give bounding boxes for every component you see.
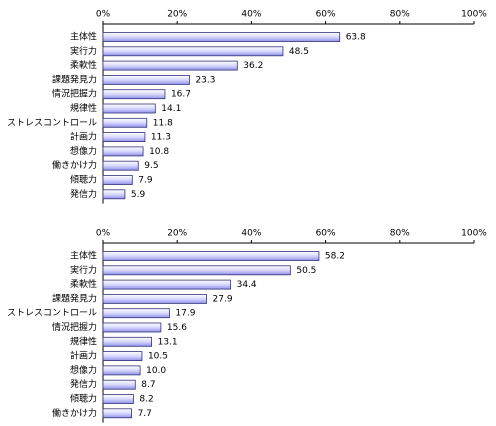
value-label: 10.5 — [148, 352, 168, 362]
bar — [102, 75, 190, 85]
y-tick-label: ストレスコントロール — [7, 309, 97, 319]
y-tick-label: 働きかけ力 — [52, 159, 97, 171]
bar — [102, 322, 162, 333]
bar — [102, 132, 146, 143]
value-label: 50.5 — [296, 266, 316, 276]
bar — [102, 175, 133, 185]
value-label: 11.8 — [153, 118, 173, 128]
value-label: 15.6 — [167, 323, 187, 333]
value-label: 13.1 — [158, 337, 178, 347]
bar — [102, 60, 238, 71]
y-tick-label: 柔軟性 — [70, 59, 97, 71]
bar — [102, 408, 132, 419]
x-tick-label: 80% — [390, 229, 410, 239]
bar — [102, 46, 284, 57]
x-tick-label: 40% — [241, 10, 261, 20]
bar — [102, 336, 153, 347]
y-tick-label: 主体性 — [70, 31, 97, 43]
value-label: 14.1 — [161, 104, 181, 114]
bar — [102, 251, 320, 261]
value-label: 7.7 — [138, 409, 152, 419]
bar — [102, 146, 144, 157]
y-tick-label: 規律性 — [70, 335, 97, 347]
y-tick-label: 傾聴力 — [70, 174, 97, 186]
bar — [102, 189, 126, 200]
bar — [102, 308, 170, 319]
value-label: 10.0 — [146, 366, 166, 376]
value-label: 5.9 — [131, 190, 146, 200]
value-label: 58.2 — [325, 252, 345, 262]
x-tick-label: 0% — [96, 229, 111, 239]
y-tick-label: 働きかけ力 — [52, 407, 97, 419]
x-tick-label: 100% — [461, 229, 487, 239]
x-tick-label: 60% — [316, 10, 336, 20]
y-tick-label: 計画力 — [70, 350, 97, 362]
y-tick-label: 実行力 — [70, 264, 97, 276]
bar — [102, 365, 141, 376]
bar — [102, 32, 341, 42]
value-label: 48.5 — [289, 47, 309, 57]
value-label: 23.3 — [195, 75, 215, 85]
y-tick-label: 主体性 — [70, 250, 97, 262]
x-tick-label: 0% — [96, 10, 111, 20]
y-tick-label: 課題発見力 — [52, 292, 97, 304]
y-tick-label: 規律性 — [70, 102, 97, 114]
y-tick-label: 計画力 — [70, 131, 97, 143]
y-tick-label: 傾聴力 — [70, 393, 97, 405]
value-label: 16.7 — [171, 90, 191, 100]
y-tick-label: 想像力 — [70, 364, 97, 376]
bar — [102, 351, 143, 362]
value-label: 7.9 — [138, 176, 153, 186]
value-label: 8.7 — [141, 380, 155, 390]
bar — [102, 160, 139, 171]
value-label: 11.3 — [151, 133, 171, 143]
value-label: 63.8 — [346, 33, 366, 43]
y-tick-label: 発信力 — [70, 378, 97, 390]
y-tick-label: ストレスコントロール — [7, 118, 97, 128]
value-label: 10.8 — [149, 147, 169, 157]
y-tick-label: 情況把握力 — [52, 88, 97, 100]
x-tick-label: 60% — [316, 229, 336, 239]
value-label: 36.2 — [243, 61, 263, 71]
y-tick-label: 課題発見力 — [52, 73, 97, 85]
value-label: 27.9 — [213, 294, 233, 304]
y-tick-label: 実行力 — [70, 45, 97, 57]
y-tick-label: 想像力 — [70, 145, 97, 157]
bar — [102, 265, 291, 276]
x-tick-label: 20% — [167, 10, 187, 20]
bar — [102, 103, 156, 114]
value-label: 17.9 — [175, 309, 195, 319]
x-tick-label: 80% — [390, 10, 410, 20]
bar — [102, 379, 136, 390]
value-label: 34.4 — [237, 280, 257, 290]
y-tick-label: 情況把握力 — [52, 321, 97, 333]
bar — [102, 89, 166, 100]
x-tick-label: 40% — [241, 229, 261, 239]
bar — [102, 293, 207, 304]
x-tick-label: 20% — [167, 229, 187, 239]
value-label: 8.2 — [139, 395, 153, 405]
bar — [102, 279, 232, 290]
y-tick-label: 柔軟性 — [70, 278, 97, 290]
bar — [102, 117, 148, 128]
x-tick-label: 100% — [461, 10, 487, 20]
value-label: 9.5 — [144, 161, 158, 171]
y-tick-label: 発信力 — [70, 188, 97, 200]
bar — [102, 394, 134, 404]
